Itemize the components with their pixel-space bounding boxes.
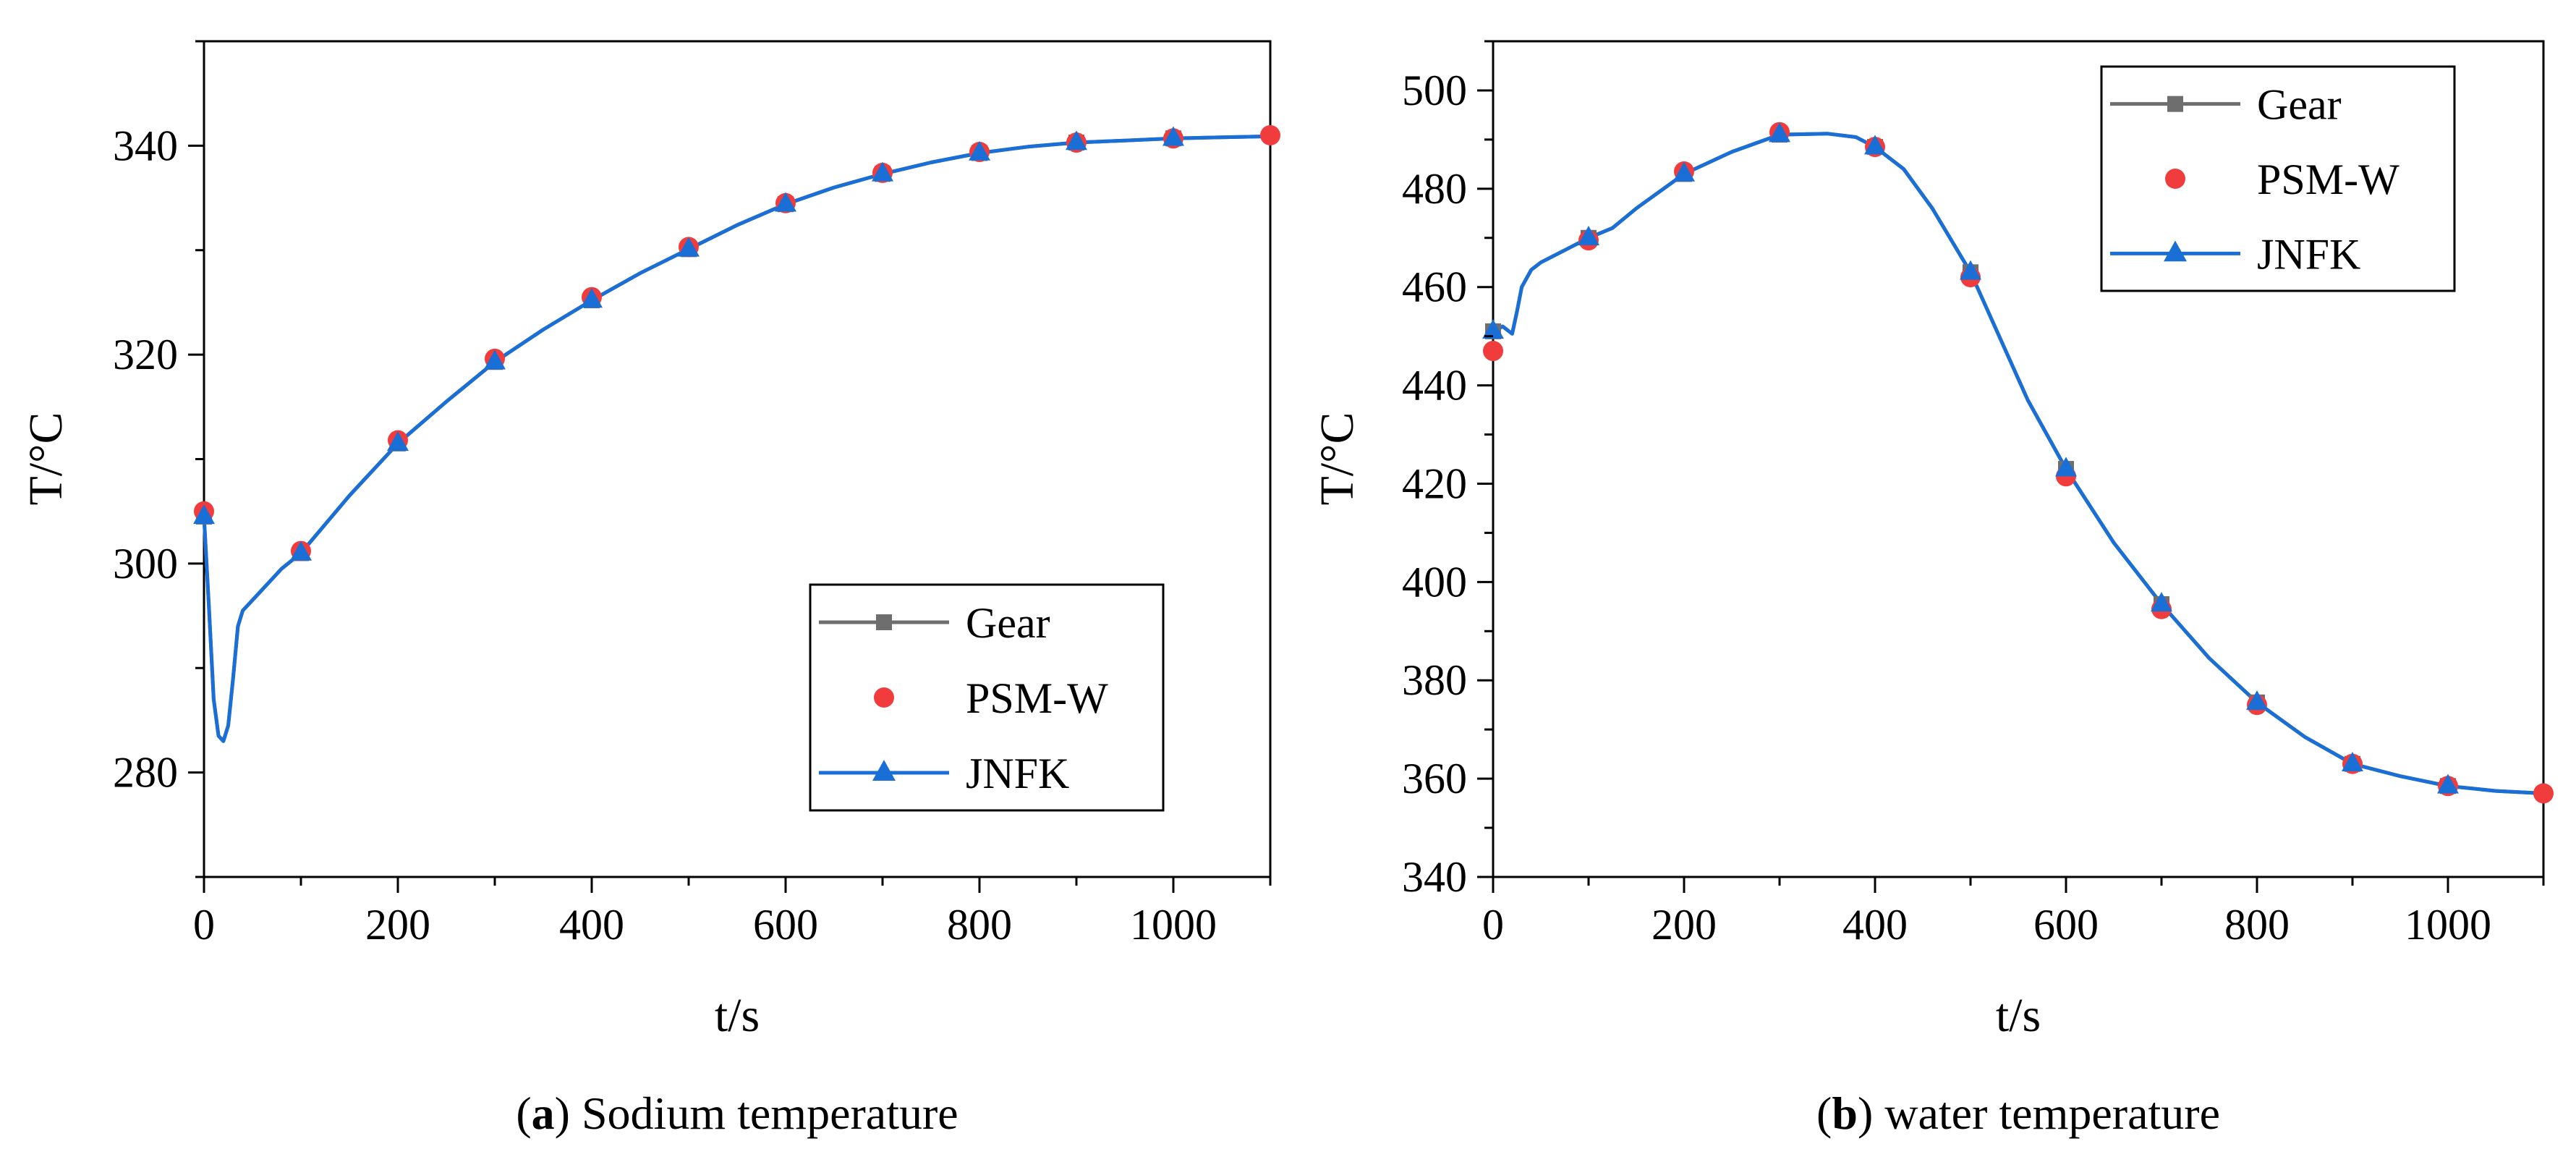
- panel-a-jnfk-marker: [1162, 126, 1184, 146]
- panel-b-legend: Gear PSM-W JNFK: [2100, 65, 2456, 292]
- panel-a-y-tick-label: 300: [113, 540, 178, 588]
- panel-b-psmw-marker: [2533, 783, 2554, 804]
- panel-a-legend-psmw-label: PSM-W: [966, 674, 1108, 722]
- panel-b-jnfk-marker: [1578, 226, 1599, 246]
- panel-b-y-tick-label: 480: [1402, 165, 1467, 213]
- panel-b-x-tick-label: 1000: [2405, 901, 2491, 949]
- panel-b-jnfk-marker: [1864, 135, 1886, 155]
- panel-a-jnfk-marker: [193, 504, 215, 525]
- panel-b-jnfk-marker: [2342, 751, 2363, 771]
- panel-b-psmw-marker: [1483, 341, 1503, 362]
- panel-b-legend-jnfk-label: JNFK: [2257, 230, 2360, 278]
- panel-b-y-tick-label: 460: [1402, 263, 1467, 311]
- panel-b-y-tick-label: 340: [1402, 853, 1467, 901]
- panel-b-ticks: 0 200 400 600 800 1000 340 360 380 400 420 440 460 48…: [1402, 40, 2545, 949]
- panel-b-legend-jnfk-marker: [2164, 240, 2187, 262]
- panel-b-x-tick-label: 600: [2033, 901, 2099, 949]
- panel-a-x-tick-label: 400: [559, 901, 624, 949]
- panel-b-legend-psmw-label: PSM-W: [2257, 156, 2399, 203]
- panel-b-jnfk-marker: [1673, 161, 1695, 182]
- panel-a-caption-letter: a: [532, 1088, 555, 1139]
- panel-b-caption: (b) water temperature: [1816, 1088, 2220, 1139]
- panel-b-caption-letter: b: [1832, 1088, 1858, 1139]
- panel-a-caption-title: Sodium temperature: [582, 1088, 958, 1139]
- panel-a-jnfk-marker: [775, 192, 796, 212]
- panel-a-x-tick-label: 0: [193, 901, 215, 949]
- panel-a-jnfk-marker: [1066, 130, 1087, 151]
- panel-b-jnfk-marker: [2151, 592, 2172, 612]
- panel-a-caption: (a) Sodium temperature: [516, 1088, 958, 1139]
- panel-b-legend-gear-marker: [2167, 96, 2183, 112]
- panel-a-legend-jnfk-label: JNFK: [966, 750, 1069, 797]
- panel-b-jnfk-marker: [2055, 457, 2077, 477]
- panel-b-jnfk-marker: [1960, 260, 1981, 280]
- panel-a-jnfk-marker: [969, 140, 990, 161]
- panel-a-x-tick-label: 800: [947, 901, 1012, 949]
- panel-b-x-tick-label: 800: [2224, 901, 2290, 949]
- panel-a-y-tick-label: 320: [113, 331, 178, 378]
- panel-a-y-tick-label: 340: [113, 122, 178, 169]
- panel-a-legend: Gear PSM-W JNFK: [809, 583, 1165, 812]
- panel-b-legend-gear-label: Gear: [2257, 81, 2342, 129]
- panel-a-jnfk-marker: [678, 237, 700, 257]
- panel-b-marker-layer: [1482, 122, 2554, 804]
- panel-a-legend-gear-marker: [876, 614, 892, 630]
- panel-b-y-tick-label: 420: [1402, 459, 1467, 507]
- panel-a-y-tick-label: 280: [113, 749, 178, 797]
- panel-a-sodium-temperature: 0 200 400 600 800 1000 280 300 320 340 t/s T/°C G…: [20, 40, 1280, 1139]
- panel-b-legend-psmw-marker: [2165, 169, 2185, 189]
- panel-a-legend-psmw-marker: [874, 687, 894, 708]
- panel-b-jnfk-marker: [2437, 773, 2459, 794]
- panel-a-jnfk-marker: [581, 288, 603, 308]
- panel-b-water-temperature: 0 200 400 600 800 1000 340 360 380 400 420 440 460 48…: [1311, 40, 2554, 1139]
- panel-a-legend-gear-label: Gear: [966, 599, 1050, 647]
- panel-b-x-tick-label: 200: [1652, 901, 1717, 949]
- panel-b-y-axis-label: T/°C: [1311, 412, 1364, 505]
- panel-b-caption-title: water temperature: [1884, 1088, 2220, 1139]
- panel-a-jnfk-marker: [484, 349, 506, 370]
- panel-a-x-tick-label: 600: [753, 901, 818, 949]
- panel-a-x-tick-label: 200: [365, 901, 430, 949]
- panel-b-y-tick-label: 360: [1402, 755, 1467, 802]
- panel-b-axes: [1492, 40, 2545, 878]
- panel-a-jnfk-marker: [872, 161, 893, 182]
- panel-a-psmw-marker: [1260, 124, 1280, 145]
- panel-a-x-axis-label: t/s: [715, 989, 760, 1042]
- panel-b-y-tick-label: 400: [1402, 558, 1467, 606]
- panel-b-y-tick-label: 440: [1402, 362, 1467, 410]
- panel-b-jnfk-marker: [1482, 319, 1504, 339]
- panel-b-x-tick-label: 0: [1482, 901, 1504, 949]
- panel-a-jnfk-marker: [290, 541, 312, 561]
- panel-b-jnfk-marker: [2246, 690, 2268, 711]
- panel-a-marker-layer: [193, 124, 1280, 561]
- panel-a-ticks: 0 200 400 600 800 1000 280 300 320 340: [113, 40, 1272, 949]
- panel-b-x-axis-label: t/s: [1996, 989, 2041, 1042]
- panel-b-jnfk-marker: [1769, 122, 1790, 143]
- panel-a-jnfk-marker: [387, 431, 409, 452]
- panel-b-x-tick-label: 400: [1842, 901, 1908, 949]
- panel-b-axes-frame: [1492, 40, 2545, 878]
- panel-a-x-tick-label: 1000: [1130, 901, 1217, 949]
- panel-a-y-axis-label: T/°C: [20, 412, 72, 505]
- panel-b-y-tick-label: 500: [1402, 67, 1467, 114]
- panel-a-legend-jnfk-marker: [872, 760, 896, 781]
- panel-b-y-tick-label: 380: [1402, 656, 1467, 704]
